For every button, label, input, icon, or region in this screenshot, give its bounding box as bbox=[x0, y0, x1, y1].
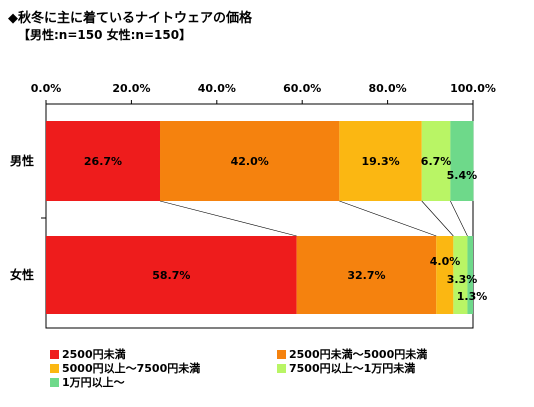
x-tick-label-5: 100.0% bbox=[450, 82, 496, 95]
legend-label-3: 7500円以上～1万円未満 bbox=[289, 362, 416, 375]
x-tick-label-3: 60.0% bbox=[283, 82, 321, 95]
bar-segment-1-2 bbox=[436, 236, 454, 314]
legend-item-2: 5000円以上～7500円未満 bbox=[50, 360, 200, 376]
legend-item-1: 2500円未満～5000円未満 bbox=[277, 346, 427, 362]
data-label-0-3: 6.7% bbox=[421, 155, 452, 168]
x-tick-label-4: 80.0% bbox=[369, 82, 407, 95]
legend-item-4: 1万円以上～ bbox=[50, 374, 125, 390]
category-label-1: 女性 bbox=[10, 267, 34, 282]
bar-segment-1-1 bbox=[296, 236, 437, 314]
legend-swatch-1 bbox=[277, 349, 286, 359]
data-label-1-3: 3.3% bbox=[447, 273, 478, 286]
bar-segment-0-3 bbox=[421, 121, 451, 201]
plot-frame bbox=[45, 103, 474, 329]
series-connector-2 bbox=[339, 200, 437, 237]
legend-swatch-4 bbox=[50, 377, 59, 387]
legend-swatch-3 bbox=[277, 363, 286, 373]
x-tick-label-1: 20.0% bbox=[112, 82, 150, 95]
x-tick-label-0: 0.0% bbox=[31, 82, 62, 95]
series-connector-3 bbox=[421, 200, 454, 237]
data-label-0-4: 5.4% bbox=[447, 169, 478, 182]
data-label-1-1: 32.7% bbox=[347, 269, 385, 282]
legend-label-0: 2500円未満 bbox=[62, 348, 126, 361]
data-label-0-2: 19.3% bbox=[361, 155, 399, 168]
data-label-1-2: 4.0% bbox=[430, 255, 461, 268]
series-connector-4 bbox=[450, 200, 468, 237]
legend-label-2: 5000円以上～7500円未満 bbox=[62, 362, 201, 375]
x-tick-label-2: 40.0% bbox=[198, 82, 236, 95]
bar-segment-1-3 bbox=[453, 236, 468, 314]
data-label-1-0: 58.7% bbox=[152, 269, 190, 282]
legend-label-4: 1万円以上～ bbox=[62, 376, 125, 389]
legend-item-0: 2500円未満 bbox=[50, 346, 126, 362]
data-label-0-0: 26.7% bbox=[84, 155, 122, 168]
chart-subtitle: 【男性:n=150 女性:n=150】 bbox=[18, 28, 192, 42]
data-label-0-1: 42.0% bbox=[231, 155, 269, 168]
series-connector-1 bbox=[159, 200, 297, 237]
data-label-1-4: 1.3% bbox=[457, 290, 488, 303]
category-label-0: 男性 bbox=[10, 153, 34, 168]
bar-segment-0-2 bbox=[339, 121, 422, 201]
legend-swatch-2 bbox=[50, 363, 59, 373]
bar-segment-1-0 bbox=[46, 236, 297, 314]
bar-segment-0-0 bbox=[46, 121, 161, 201]
legend-label-1: 2500円未満～5000円未満 bbox=[289, 348, 428, 361]
bar-segment-1-4 bbox=[467, 236, 473, 314]
legend-item-3: 7500円以上～1万円未満 bbox=[277, 360, 415, 376]
legend-swatch-0 bbox=[50, 349, 59, 359]
bar-segment-0-1 bbox=[160, 121, 340, 201]
bar-segment-0-4 bbox=[450, 121, 474, 201]
chart-title: ◆秋冬に主に着ているナイトウェアの価格 bbox=[8, 11, 252, 26]
